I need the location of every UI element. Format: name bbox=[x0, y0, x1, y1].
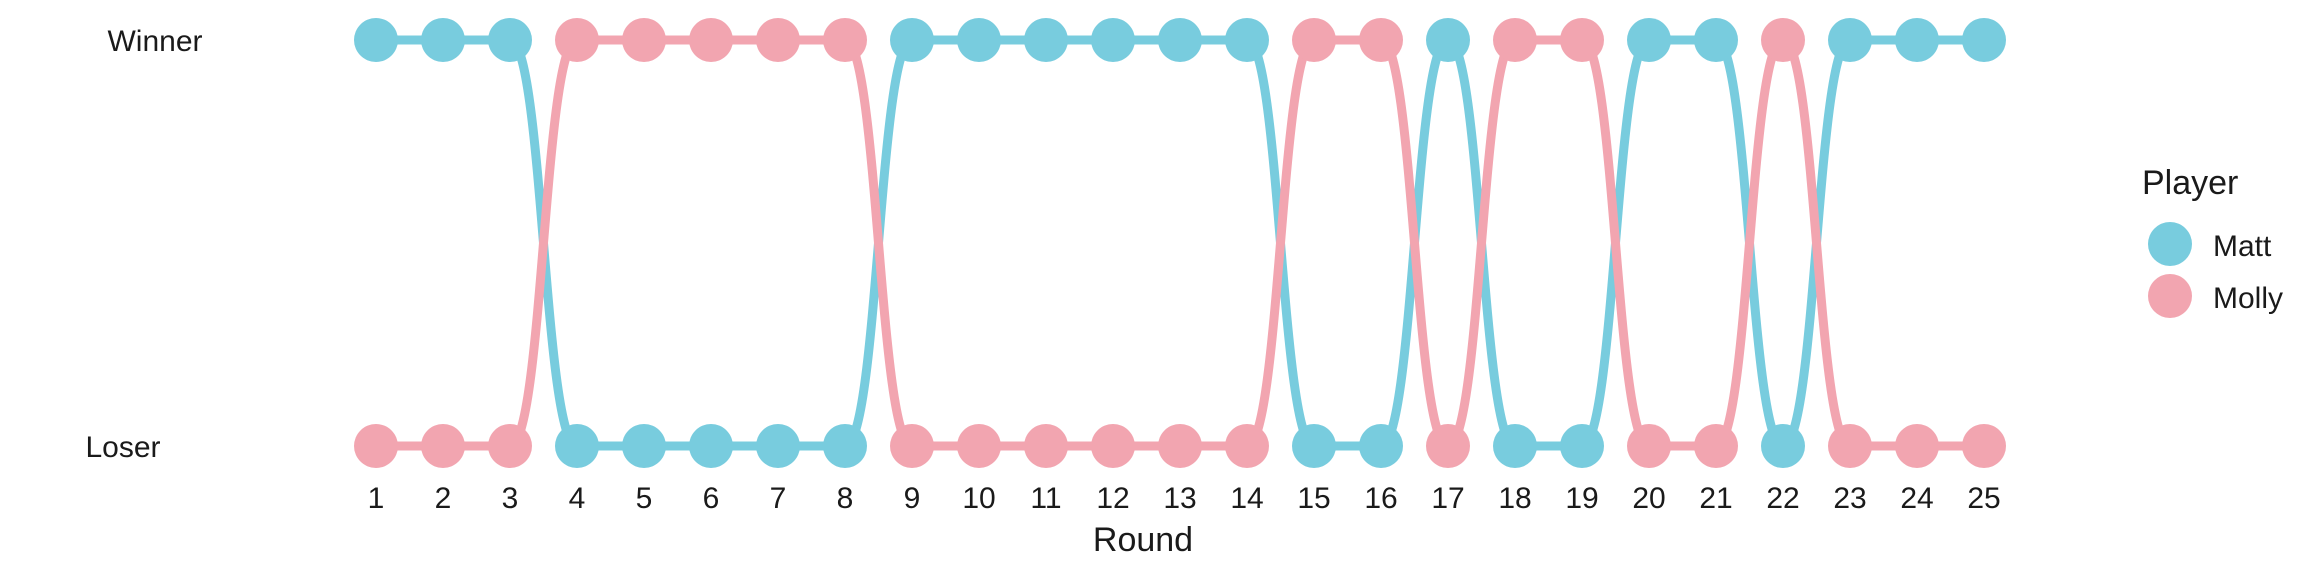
series-line-molly bbox=[371, 35, 1989, 451]
point-matt-round-2 bbox=[421, 18, 465, 62]
x-axis-title: Round bbox=[1093, 521, 1193, 559]
point-molly-round-17 bbox=[1426, 424, 1470, 468]
x-tick-label-3: 3 bbox=[502, 482, 519, 515]
x-tick-label-2: 2 bbox=[435, 482, 452, 515]
x-tick-label-15: 15 bbox=[1297, 482, 1330, 515]
x-tick-label-24: 24 bbox=[1900, 482, 1933, 515]
x-tick-label-19: 19 bbox=[1565, 482, 1598, 515]
point-molly-round-20 bbox=[1627, 424, 1671, 468]
x-tick-label-10: 10 bbox=[962, 482, 995, 515]
x-tick-label-9: 9 bbox=[904, 482, 921, 515]
x-tick-label-1: 1 bbox=[368, 482, 385, 515]
y-axis: Winner Loser bbox=[85, 25, 202, 464]
point-matt-round-25 bbox=[1962, 18, 2006, 62]
point-molly-round-10 bbox=[957, 424, 1001, 468]
x-tick-label-17: 17 bbox=[1431, 482, 1464, 515]
point-matt-round-21 bbox=[1694, 18, 1738, 62]
legend-label-matt: Matt bbox=[2213, 230, 2272, 263]
legend-title: Player bbox=[2142, 164, 2238, 202]
point-molly-round-1 bbox=[354, 424, 398, 468]
x-tick-label-22: 22 bbox=[1766, 482, 1799, 515]
point-matt-round-12 bbox=[1091, 18, 1135, 62]
x-tick-label-4: 4 bbox=[569, 482, 586, 515]
point-molly-round-19 bbox=[1560, 18, 1604, 62]
point-molly-round-11 bbox=[1024, 424, 1068, 468]
point-matt-round-5 bbox=[622, 424, 666, 468]
x-tick-label-25: 25 bbox=[1967, 482, 2000, 515]
x-tick-label-5: 5 bbox=[636, 482, 653, 515]
point-matt-round-4 bbox=[555, 424, 599, 468]
point-matt-round-14 bbox=[1225, 18, 1269, 62]
y-tick-label-winner: Winner bbox=[107, 25, 202, 58]
point-matt-round-8 bbox=[823, 424, 867, 468]
point-matt-round-20 bbox=[1627, 18, 1671, 62]
point-matt-round-17 bbox=[1426, 18, 1470, 62]
point-molly-round-14 bbox=[1225, 424, 1269, 468]
series-points bbox=[354, 18, 2006, 468]
point-molly-round-16 bbox=[1359, 18, 1403, 62]
point-molly-round-7 bbox=[756, 18, 800, 62]
legend: Player Matt Molly bbox=[2142, 164, 2283, 318]
point-matt-round-23 bbox=[1828, 18, 1872, 62]
point-molly-round-8 bbox=[823, 18, 867, 62]
x-tick-label-18: 18 bbox=[1498, 482, 1531, 515]
x-tick-label-16: 16 bbox=[1364, 482, 1397, 515]
point-molly-round-12 bbox=[1091, 424, 1135, 468]
legend-label-molly: Molly bbox=[2213, 282, 2283, 315]
legend-key-matt bbox=[2148, 222, 2192, 266]
point-matt-round-1 bbox=[354, 18, 398, 62]
point-matt-round-11 bbox=[1024, 18, 1068, 62]
point-molly-round-9 bbox=[890, 424, 934, 468]
point-matt-round-3 bbox=[488, 18, 532, 62]
point-matt-round-13 bbox=[1158, 18, 1202, 62]
x-tick-label-14: 14 bbox=[1230, 482, 1263, 515]
x-tick-label-6: 6 bbox=[703, 482, 720, 515]
point-molly-round-13 bbox=[1158, 424, 1202, 468]
x-tick-label-11: 11 bbox=[1030, 482, 1061, 515]
point-molly-round-18 bbox=[1493, 18, 1537, 62]
x-axis-ticks: 1 2 3 4 5 6 7 8 9 10 11 12 13 14 15 16 17 18 19 20 21 22 23 24 2… bbox=[368, 482, 2001, 515]
series-line-matt bbox=[371, 35, 1989, 451]
x-tick-label-20: 20 bbox=[1632, 482, 1665, 515]
point-molly-round-3 bbox=[488, 424, 532, 468]
point-molly-round-24 bbox=[1895, 424, 1939, 468]
point-molly-round-2 bbox=[421, 424, 465, 468]
point-molly-round-4 bbox=[555, 18, 599, 62]
y-tick-label-loser: Loser bbox=[85, 431, 160, 464]
point-matt-round-6 bbox=[689, 424, 733, 468]
x-tick-label-12: 12 bbox=[1096, 482, 1129, 515]
point-molly-round-6 bbox=[689, 18, 733, 62]
x-tick-label-23: 23 bbox=[1833, 482, 1866, 515]
point-molly-round-15 bbox=[1292, 18, 1336, 62]
x-tick-label-8: 8 bbox=[837, 482, 854, 515]
point-matt-round-7 bbox=[756, 424, 800, 468]
point-matt-round-16 bbox=[1359, 424, 1403, 468]
point-molly-round-25 bbox=[1962, 424, 2006, 468]
point-molly-round-23 bbox=[1828, 424, 1872, 468]
x-tick-label-13: 13 bbox=[1163, 482, 1196, 515]
point-matt-round-19 bbox=[1560, 424, 1604, 468]
series-lines bbox=[371, 35, 1989, 451]
legend-key-molly bbox=[2148, 274, 2192, 318]
point-molly-round-5 bbox=[622, 18, 666, 62]
point-matt-round-15 bbox=[1292, 424, 1336, 468]
point-molly-round-22 bbox=[1761, 18, 1805, 62]
point-matt-round-18 bbox=[1493, 424, 1537, 468]
x-tick-label-21: 21 bbox=[1699, 482, 1732, 515]
point-molly-round-21 bbox=[1694, 424, 1738, 468]
point-matt-round-9 bbox=[890, 18, 934, 62]
x-tick-label-7: 7 bbox=[770, 482, 787, 515]
point-matt-round-24 bbox=[1895, 18, 1939, 62]
point-matt-round-10 bbox=[957, 18, 1001, 62]
point-matt-round-22 bbox=[1761, 424, 1805, 468]
